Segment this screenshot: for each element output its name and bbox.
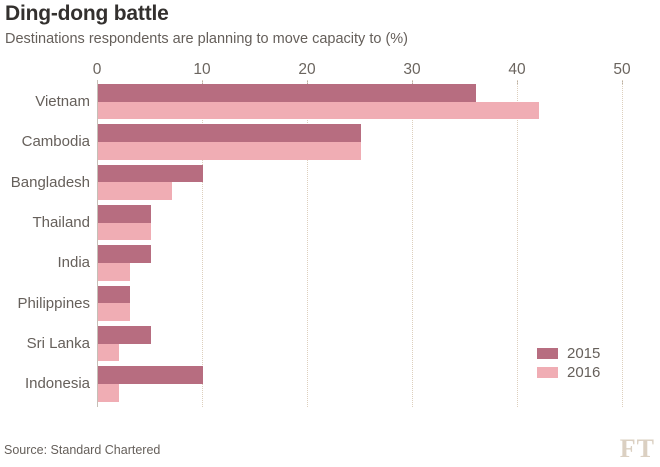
category-label: Thailand — [32, 214, 90, 232]
legend-label-2016: 2016 — [567, 364, 601, 381]
bar-2015-thailand — [98, 205, 151, 223]
category-label: Cambodia — [21, 133, 90, 151]
bar-2016-cambodia — [98, 141, 361, 160]
bar-2016-bangladesh — [98, 182, 172, 200]
country-row: Bangladesh — [11, 164, 653, 200]
category-label: India — [57, 254, 90, 272]
category-label: Indonesia — [24, 375, 90, 393]
bar-2015-india — [98, 245, 151, 263]
legend: 2015 2016 — [537, 345, 600, 383]
bar-2015-philippines — [98, 285, 130, 304]
country-row: Sri Lanka — [27, 326, 653, 362]
y-axis-line — [97, 80, 98, 407]
bar-2015-cambodia — [98, 124, 361, 142]
gridline — [412, 80, 413, 407]
country-row: Vietnam — [35, 84, 653, 120]
x-tick-label: 30 — [403, 61, 421, 78]
ft-logo: FT — [619, 434, 655, 463]
country-row: Thailand — [32, 205, 653, 241]
gridline — [307, 80, 308, 407]
gridline — [517, 80, 518, 407]
bar-2016-indonesia — [98, 384, 119, 402]
legend-swatch-2015 — [537, 348, 558, 359]
category-label: Bangladesh — [10, 173, 90, 191]
country-row: India — [57, 245, 653, 281]
country-row: Philippines — [17, 285, 653, 321]
plot-area: Vietnam Cambodia Bangladesh Thailand India Ph… — [11, 80, 653, 407]
x-tick-label: 40 — [508, 61, 526, 78]
bar-2016-india — [98, 262, 130, 281]
chart-title: Ding-dong battle — [5, 2, 169, 25]
category-label: Sri Lanka — [26, 335, 90, 353]
country-row: Cambodia — [22, 124, 653, 160]
x-tick-label: 10 — [193, 61, 211, 78]
x-tick-label: 20 — [298, 61, 316, 78]
chart-subtitle: Destinations respondents are planning to… — [5, 31, 408, 47]
bar-2015-vietnam — [98, 84, 476, 102]
bar-2016-thailand — [98, 222, 151, 241]
category-label: Vietnam — [35, 93, 90, 110]
x-tick-label: 50 — [613, 61, 631, 78]
bar-2016-sri-lanka — [98, 343, 119, 362]
bar-2015-bangladesh — [98, 164, 203, 183]
bar-2016-philippines — [98, 303, 130, 321]
source-note: Source: Standard Chartered — [4, 443, 161, 457]
legend-row: 2016 — [537, 364, 600, 381]
x-tick-label: 0 — [92, 61, 102, 78]
legend-swatch-2016 — [537, 367, 558, 378]
bar-2015-indonesia — [98, 366, 203, 385]
category-label: Philippines — [17, 294, 90, 312]
gridline — [202, 80, 203, 407]
bar-2016-vietnam — [98, 101, 539, 120]
gridline — [622, 80, 623, 407]
bar-2015-sri-lanka — [98, 326, 151, 344]
country-row: Indonesia — [25, 366, 653, 402]
legend-row: 2015 — [537, 345, 600, 362]
legend-label-2015: 2015 — [567, 345, 601, 362]
